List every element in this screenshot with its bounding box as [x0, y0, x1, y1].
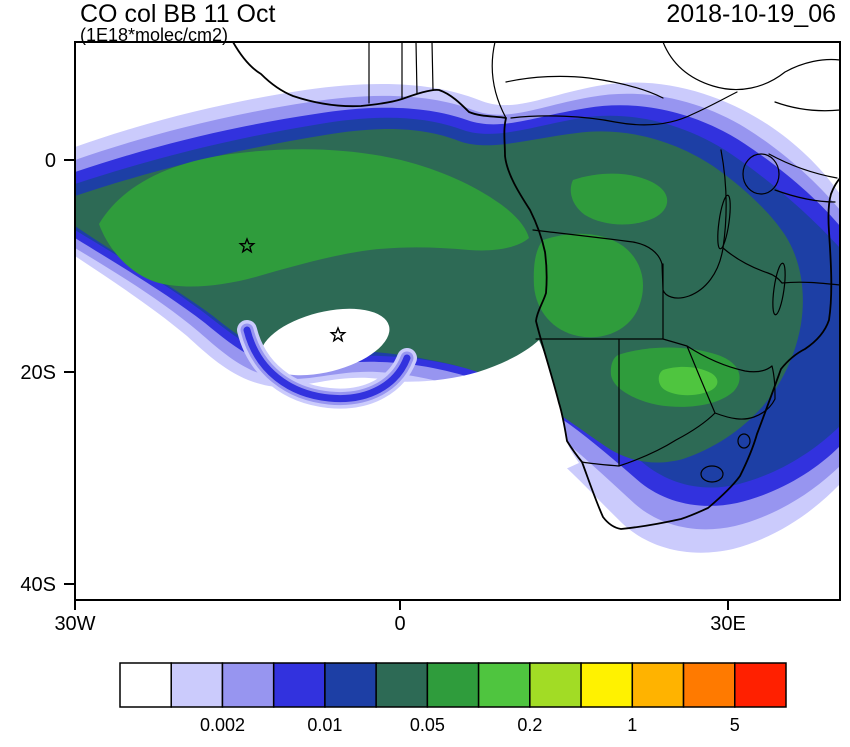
x-tick-label: 0 — [394, 613, 405, 635]
map-field — [75, 42, 840, 553]
colorbar: 0.002 0.01 0.05 0.2 1 5 — [119, 662, 787, 735]
colorbar-cell — [631, 662, 685, 708]
eswatini-border — [737, 433, 751, 449]
x-axis: 30W 0 30E — [54, 600, 746, 635]
hook-curl-inner — [243, 326, 411, 403]
colorbar-cell — [426, 662, 480, 708]
x-tick-label: 30W — [54, 613, 95, 635]
colorbar-cell — [272, 662, 326, 708]
green-patch-bright-core — [658, 366, 718, 396]
colorbar-label: 5 — [730, 715, 740, 735]
colorbar-cell — [529, 662, 582, 708]
colorbar-cell — [580, 662, 634, 708]
plume-core-atlantic — [99, 149, 529, 287]
colorbar-label: 0.2 — [517, 715, 542, 735]
green-patch-congo-north — [570, 173, 668, 225]
plot-datetime: 2018-10-19_06 — [666, 0, 836, 28]
map-frame — [74, 41, 841, 601]
colorbar-cell — [324, 662, 377, 708]
colorbar-cell — [221, 662, 275, 708]
lesotho-border — [700, 465, 724, 483]
colorbar-cell — [119, 662, 172, 708]
colorbar-label: 1 — [627, 715, 637, 735]
y-tick-label: 0 — [45, 150, 56, 172]
colorbar-cell — [375, 662, 429, 708]
clear-wedge-namibia — [377, 340, 579, 472]
africa-coastline — [232, 42, 840, 530]
star-marker-2 — [329, 326, 347, 343]
x-tick-label: 30E — [710, 613, 746, 635]
colorbar-cell — [682, 662, 736, 708]
star-marker-1 — [238, 237, 256, 254]
y-axis: 0 20S 40S — [20, 150, 74, 596]
green-patch-congo-west — [533, 233, 643, 338]
colorbar-cell — [477, 662, 531, 708]
lake-malawi — [772, 262, 786, 316]
colorbar-label: 0.01 — [307, 715, 342, 735]
clear-notch-hook — [260, 308, 390, 376]
plot-title: CO col BB 11 Oct — [80, 0, 275, 28]
colorbar-cell — [170, 662, 224, 708]
country-borders — [368, 42, 840, 467]
lake-tanganyika — [717, 194, 731, 250]
y-tick-label: 20S — [20, 362, 56, 384]
colorbar-label: 0.05 — [410, 715, 445, 735]
plot-units-subtitle: (1E18*molec/cm2) — [80, 25, 228, 45]
colorbar-label: 0.002 — [200, 715, 245, 735]
lake-victoria — [742, 153, 780, 195]
colorbar-cell — [734, 662, 787, 708]
y-tick-label: 40S — [20, 574, 56, 596]
